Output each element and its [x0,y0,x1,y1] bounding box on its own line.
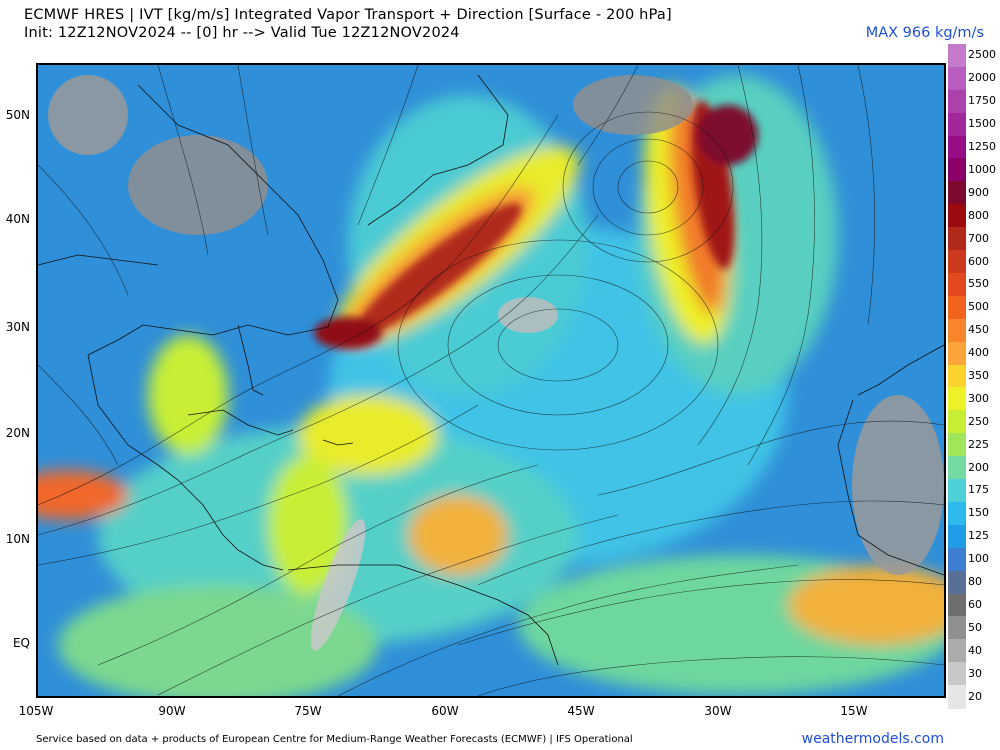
latitude-label: 30N [5,320,30,334]
coastlines [38,74,944,666]
colorbar-level-label: 225 [968,437,989,451]
colorbar-level-label: 350 [968,369,989,382]
colorbar-swatch [948,433,966,457]
colorbar-level-label: 60 [968,597,982,611]
colorbar-swatch [948,227,966,251]
colorbar-level-label: 450 [968,323,989,337]
latitude-label: 40N [5,212,30,226]
colorbar-swatch [948,135,966,160]
colorbar-swatch [948,112,966,137]
colorbar-level-label: 1000 [968,162,996,176]
colorbar-swatch [948,547,966,572]
colorbar-level-label: 2500 [968,48,996,62]
colorbar-level-label: 125 [968,529,989,543]
colorbar-level-label: 1500 [968,117,996,131]
chart-title: ECMWF HRES | IVT [kg/m/s] Integrated Vap… [24,7,672,23]
colorbar-level-label: 50 [968,620,982,634]
colorbar-swatch [948,158,966,182]
colorbar-level-label: 175 [968,483,989,497]
longitude-label: 45W [567,704,595,718]
longitude-label: 90W [158,704,186,718]
colorbar-swatch [948,204,966,228]
colorbar-swatch [948,272,966,297]
colorbar-swatch [948,181,966,205]
streamlines [38,65,944,696]
colorbar-swatch [948,479,966,503]
longitude-label: 75W [294,704,322,718]
colorbar-swatch [948,501,966,526]
colorbar-swatch [948,524,966,549]
init-valid-time: Init: 12Z12NOV2024 -- [0] hr --> Valid T… [24,25,460,41]
colorbar-level-label: 80 [968,575,982,589]
max-value-label: MAX 966 kg/m/s [865,25,984,41]
colorbar-level-label: 900 [968,185,989,199]
colorbar-level-label: 700 [968,231,989,245]
colorbar-level-label: 600 [968,254,989,268]
colorbar-level-label: 20 [968,689,982,703]
colorbar-level-label: 300 [968,391,989,405]
latitude-label: 50N [5,108,30,122]
colorbar-level-label: 400 [968,346,989,360]
data-credit: Service based on data + products of Euro… [36,734,633,745]
colorbar-swatch [948,66,966,91]
colorbar-level-label: 800 [968,208,989,222]
colorbar-swatch [948,662,966,686]
colorbar-swatch [948,318,966,343]
colorbar-swatch [948,44,966,68]
colorbar-level-label: 30 [968,666,982,680]
latitude-label: 10N [5,532,30,546]
colorbar-swatch [948,89,966,114]
colorbar-level-label: 100 [968,552,989,566]
colorbar-swatch [948,593,966,617]
colorbar-level-label: 1750 [968,94,996,108]
colorbar-level-label: 2000 [968,71,996,85]
colorbar-level-label: 40 [968,643,982,657]
longitude-label: 60W [431,704,459,718]
colorbar-level-label: 200 [968,460,989,474]
ivt-colorbar [948,44,966,709]
ivt-maxima [314,100,758,349]
site-link[interactable]: weathermodels.com [801,731,944,747]
colorbar-level-label: 250 [968,414,989,428]
colorbar-swatch [948,364,966,389]
colorbar-swatch [948,295,966,320]
colorbar-swatch [948,387,966,411]
colorbar-level-label: 550 [968,277,989,291]
colorbar-level-label: 150 [968,506,989,520]
low-ivt-gray-areas [48,75,944,651]
colorbar-swatch [948,616,966,640]
latitude-label: EQ [12,636,30,650]
longitude-label: 105W [18,704,54,718]
colorbar-swatch [948,639,966,663]
latitude-label: 20N [5,426,30,440]
longitude-label: 30W [704,704,732,718]
colorbar-swatch [948,456,966,480]
colorbar-swatch [948,410,966,434]
map-canvas [38,65,944,696]
colorbar-swatch [948,250,966,274]
colorbar-swatch [948,570,966,595]
colorbar-level-label: 1250 [968,140,996,154]
longitude-label: 15W [840,704,868,718]
colorbar-swatch [948,685,966,709]
colorbar-swatch [948,341,966,366]
colorbar-level-label: 500 [968,300,989,314]
ivt-map [36,63,946,698]
